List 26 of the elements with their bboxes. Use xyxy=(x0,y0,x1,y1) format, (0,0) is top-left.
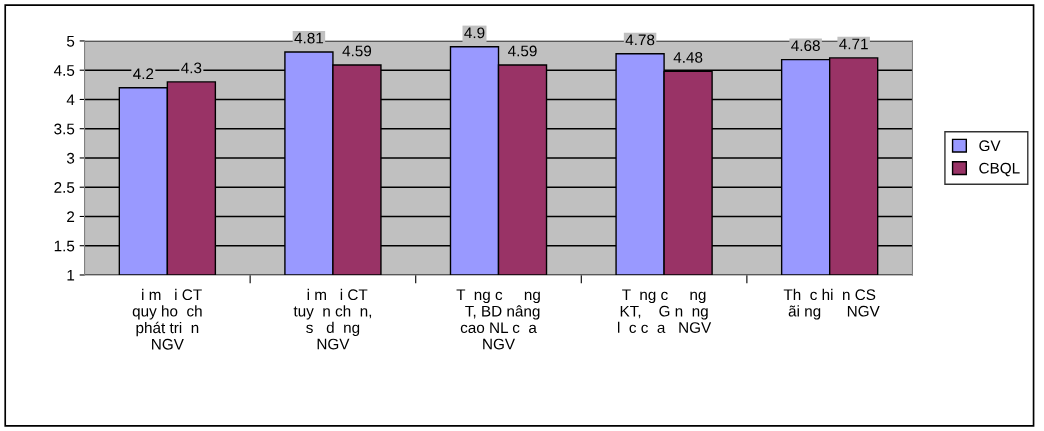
y-tick-label: 3 xyxy=(66,152,75,164)
x-tick-label: T ng c ng KT, G n ng l c c a NGV xyxy=(618,289,712,333)
x-tick-label: i m i CT quy ho ch phát tri n NGV xyxy=(132,288,202,350)
y-tick-label: 5 xyxy=(66,35,75,47)
data-label: 4.59 xyxy=(342,45,372,57)
data-label: 4.68 xyxy=(791,40,820,52)
x-tick-label: T ng c ng T, BD nâng cao NL c a NGV xyxy=(456,289,540,350)
x-tick-label: i m i CT tuy n ch n, s d ng NGV xyxy=(293,288,372,350)
y-tick-label: 4.5 xyxy=(53,65,75,76)
data-label: 4.59 xyxy=(508,45,537,57)
data-label: 4.2 xyxy=(133,68,154,80)
data-label: 4.78 xyxy=(625,34,655,46)
y-tick-label: 2 xyxy=(67,211,75,223)
y-tick-label: 1.5 xyxy=(54,240,75,252)
data-label: 4.9 xyxy=(464,27,485,39)
y-tick-label: 3.5 xyxy=(54,123,75,135)
data-label: 4.48 xyxy=(673,51,703,63)
data-label: 4.71 xyxy=(839,38,868,50)
y-tick-label: 1 xyxy=(67,270,75,281)
data-label: 4.3 xyxy=(181,62,202,74)
y-tick-label: 4 xyxy=(66,94,75,105)
y-tick-label: 2.5 xyxy=(54,182,75,193)
legend-label: CBQL xyxy=(979,162,1020,177)
x-tick-label: Th c hi n CS ãi ng NGV xyxy=(783,288,880,320)
legend-label: GV xyxy=(979,140,1001,152)
data-label: 4.81 xyxy=(294,32,324,44)
